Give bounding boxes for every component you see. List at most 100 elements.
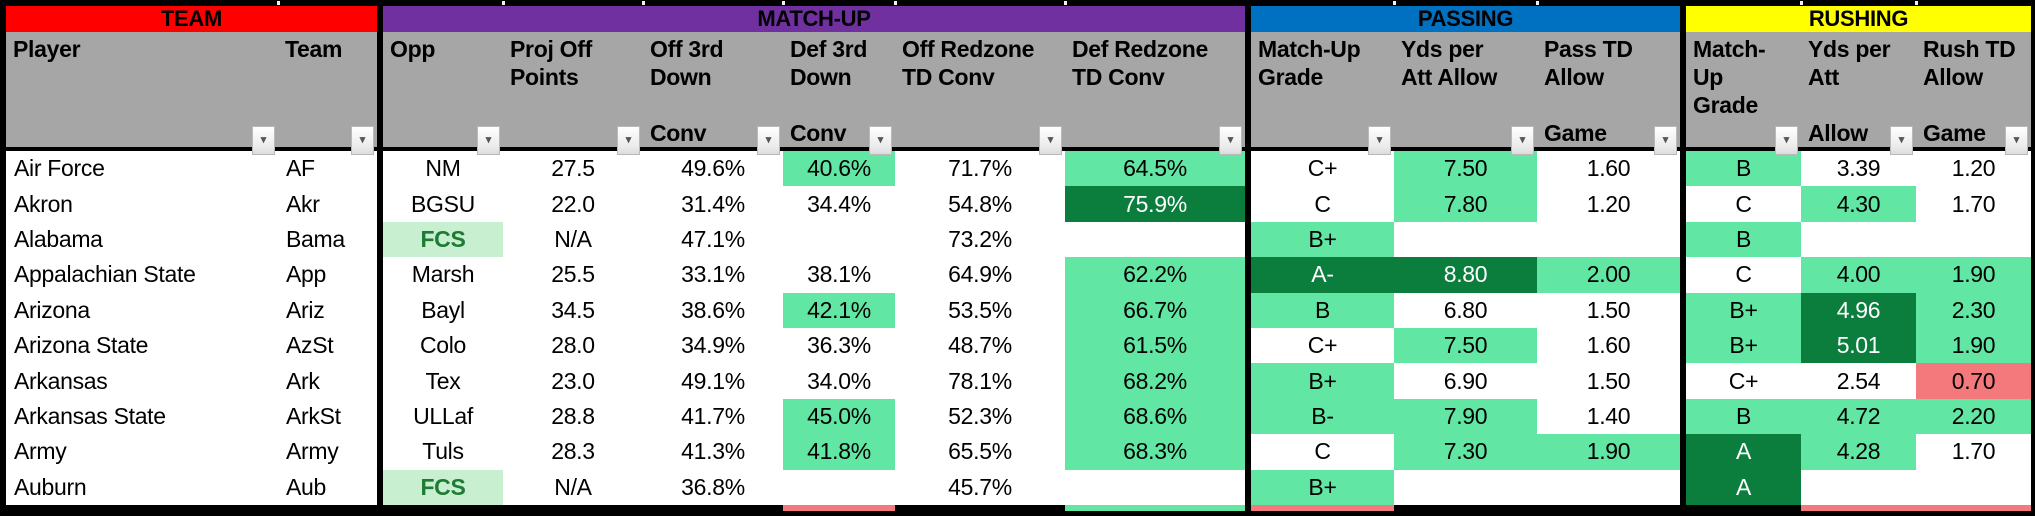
cell-p_td[interactable]: 1.60: [1537, 328, 1680, 364]
cell-proj[interactable]: 28.0: [503, 328, 643, 364]
cell-player[interactable]: Alabama: [6, 221, 278, 258]
cell-r_td[interactable]: 1.70: [1916, 434, 2031, 470]
cell-r_yds[interactable]: 4.30: [1801, 186, 1916, 222]
cell-team[interactable]: Ark: [278, 363, 377, 399]
cell-p_grade[interactable]: B-: [1251, 398, 1394, 435]
cell-p_yds[interactable]: 6.90: [1394, 363, 1537, 399]
cell-offrz[interactable]: 78.1%: [895, 363, 1065, 399]
cell-off3rd[interactable]: 34.9%: [643, 328, 783, 364]
cell-p_td[interactable]: 1.50: [1537, 292, 1680, 328]
column-header-def3rd[interactable]: Def 3rd Down Conv ▾: [783, 32, 895, 155]
filter-button-r_grade[interactable]: ▾: [1775, 126, 1798, 155]
column-header-r_td[interactable]: Rush TD Allow Game ▾: [1916, 32, 2031, 155]
cell-r_yds[interactable]: 4.72: [1801, 398, 1916, 435]
cell-opp[interactable]: FCS: [383, 469, 503, 505]
cell-r_yds[interactable]: 4.96: [1801, 292, 1916, 328]
cell-off3rd[interactable]: 41.7%: [643, 398, 783, 435]
cell-off3rd[interactable]: 41.3%: [643, 434, 783, 470]
cell-offrz[interactable]: 65.5%: [895, 434, 1065, 470]
cell-team[interactable]: App: [278, 257, 377, 293]
cell-p_grade[interactable]: C: [1251, 186, 1394, 222]
cell-p_td[interactable]: [1537, 469, 1680, 505]
cell-team[interactable]: Akr: [278, 186, 377, 222]
cell-p_yds[interactable]: 8.80: [1394, 257, 1537, 293]
cell-offrz[interactable]: 53.5%: [895, 292, 1065, 328]
filter-button-p_td[interactable]: ▾: [1654, 126, 1677, 155]
cell-offrz[interactable]: 48.7%: [895, 328, 1065, 364]
cell-player[interactable]: Arizona State: [6, 328, 278, 364]
cell-offrz[interactable]: 54.8%: [895, 186, 1065, 222]
cell-r_td[interactable]: 1.70: [1916, 186, 2031, 222]
cell-player[interactable]: Army: [6, 434, 278, 470]
cell-r_yds[interactable]: 4.00: [1801, 257, 1916, 293]
cell-defrz[interactable]: 75.9%: [1065, 186, 1245, 222]
cell-team[interactable]: AzSt: [278, 328, 377, 364]
cell-def3rd[interactable]: 36.3%: [783, 328, 895, 364]
cell-offrz[interactable]: 52.3%: [895, 398, 1065, 435]
cell-defrz[interactable]: 64.5%: [1065, 151, 1245, 187]
cell-opp[interactable]: FCS: [383, 221, 503, 258]
cell-player[interactable]: Arizona: [6, 292, 278, 328]
cell-p_grade[interactable]: C: [1251, 434, 1394, 470]
column-header-p_td[interactable]: Pass TD Allow Game ▾: [1537, 32, 1680, 155]
cell-proj[interactable]: 23.0: [503, 363, 643, 399]
cell-player[interactable]: Akron: [6, 186, 278, 222]
cell-p_grade[interactable]: B: [1251, 292, 1394, 328]
column-header-r_grade[interactable]: Match-Up Grade ▾: [1686, 32, 1801, 155]
cell-p_grade[interactable]: A-: [1251, 257, 1394, 293]
cell-r_grade[interactable]: B: [1686, 151, 1801, 187]
cell-r_yds[interactable]: [1801, 221, 1916, 258]
column-header-p_yds[interactable]: Yds per Att Allow ▾: [1394, 32, 1537, 155]
cell-r_grade[interactable]: C+: [1686, 363, 1801, 399]
cell-proj[interactable]: 34.5: [503, 292, 643, 328]
cell-r_yds[interactable]: 3.39: [1801, 151, 1916, 187]
cell-opp[interactable]: Bayl: [383, 292, 503, 328]
cell-proj[interactable]: 27.5: [503, 151, 643, 187]
filter-button-r_yds[interactable]: ▾: [1890, 126, 1913, 155]
filter-button-r_td[interactable]: ▾: [2005, 126, 2028, 155]
cell-defrz[interactable]: 66.7%: [1065, 292, 1245, 328]
cell-r_td[interactable]: 1.90: [1916, 257, 2031, 293]
column-header-offrz[interactable]: Off Redzone TD Conv ▾: [895, 32, 1065, 155]
filter-button-p_yds[interactable]: ▾: [1511, 126, 1534, 155]
cell-opp[interactable]: Colo: [383, 328, 503, 364]
cell-r_grade[interactable]: A: [1686, 469, 1801, 505]
cell-p_yds[interactable]: 6.80: [1394, 292, 1537, 328]
cell-proj[interactable]: N/A: [503, 469, 643, 505]
filter-button-offrz[interactable]: ▾: [1039, 126, 1062, 155]
cell-r_grade[interactable]: A: [1686, 434, 1801, 470]
column-header-r_yds[interactable]: Yds per Att Allow ▾: [1801, 32, 1916, 155]
cell-r_grade[interactable]: B+: [1686, 292, 1801, 328]
section-header-team[interactable]: TEAM: [6, 6, 377, 32]
cell-off3rd[interactable]: 33.1%: [643, 257, 783, 293]
cell-r_td[interactable]: 2.30: [1916, 292, 2031, 328]
cell-def3rd[interactable]: 34.0%: [783, 363, 895, 399]
cell-team[interactable]: Ariz: [278, 292, 377, 328]
cell-proj[interactable]: 25.5: [503, 257, 643, 293]
cell-p_td[interactable]: 1.40: [1537, 398, 1680, 435]
cell-p_grade[interactable]: B+: [1251, 363, 1394, 399]
cell-off3rd[interactable]: 38.6%: [643, 292, 783, 328]
filter-button-def3rd[interactable]: ▾: [869, 126, 892, 155]
cell-def3rd[interactable]: 40.6%: [783, 151, 895, 187]
column-header-proj[interactable]: Proj Off Points ▾: [503, 32, 643, 155]
cell-p_yds[interactable]: 7.80: [1394, 186, 1537, 222]
filter-button-defrz[interactable]: ▾: [1219, 126, 1242, 155]
section-header-rushing[interactable]: RUSHING: [1686, 6, 2031, 32]
cell-defrz[interactable]: 62.2%: [1065, 257, 1245, 293]
cell-def3rd[interactable]: [783, 469, 895, 505]
cell-p_grade[interactable]: B+: [1251, 221, 1394, 258]
cell-p_td[interactable]: 1.90: [1537, 434, 1680, 470]
cell-defrz[interactable]: 68.2%: [1065, 363, 1245, 399]
cell-player[interactable]: Arkansas State: [6, 398, 278, 435]
cell-team[interactable]: AF: [278, 151, 377, 187]
cell-proj[interactable]: 28.8: [503, 398, 643, 435]
cell-r_yds[interactable]: 4.28: [1801, 434, 1916, 470]
cell-defrz[interactable]: 68.6%: [1065, 398, 1245, 435]
cell-def3rd[interactable]: 41.8%: [783, 434, 895, 470]
cell-player[interactable]: Air Force: [6, 151, 278, 187]
column-header-opp[interactable]: Opp ▾: [383, 32, 503, 155]
cell-team[interactable]: Army: [278, 434, 377, 470]
cell-off3rd[interactable]: 47.1%: [643, 221, 783, 258]
cell-offrz[interactable]: 45.7%: [895, 469, 1065, 505]
